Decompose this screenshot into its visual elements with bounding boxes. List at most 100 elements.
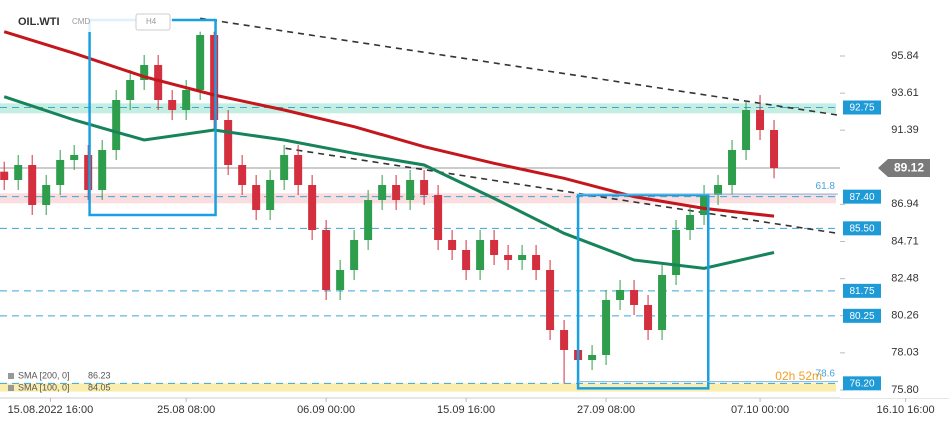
candle-body [658,275,667,330]
y-tick-label: 80.26 [891,310,919,322]
candle-body [196,35,205,90]
candle-body [546,270,555,330]
candle-body [322,230,331,290]
candle-body [602,300,611,355]
sma-line [3,95,775,270]
candle-body [168,100,177,110]
box-drawing [576,193,710,390]
candle-body [434,195,443,240]
interval[interactable]: H4 [146,17,157,26]
candle-body [42,185,51,205]
candle-body [252,185,261,210]
candle-body [14,165,23,180]
plot-area [0,17,840,392]
y-tick-label: 93.61 [891,87,919,99]
y-tick-label: 84.71 [891,235,919,247]
legend-value: 84.05 [88,382,111,392]
candle-body [364,200,373,240]
y-tick-label: 82.48 [891,273,919,285]
x-tick-label: 27.09 08:00 [577,404,635,416]
trendline [285,147,840,235]
level-label-bg [843,221,881,236]
candle-body [140,65,149,80]
candle-body [182,90,191,110]
x-tick-label: 15.09 16:00 [437,404,495,416]
candle-body [406,180,415,200]
candle-body [686,215,695,230]
header-bg [12,12,172,32]
legend-value: 86.23 [88,370,111,380]
candle-body [532,255,541,270]
candle-body [518,255,527,260]
candle-body [672,230,681,275]
candle-body [476,240,485,270]
candle-body [126,80,135,100]
legend-name: SMA [200, 0] [18,370,70,380]
countdown: 02h 52m [775,369,822,383]
legend-swatch [8,373,14,379]
candle-body [308,185,317,230]
level-label-bg [843,100,881,115]
candle-body [294,155,303,185]
candle-body [378,185,387,200]
x-tick-label: 15.08.2022 16:00 [8,404,94,416]
trendline [200,17,840,117]
x-tick-label: 25.08 08:00 [157,404,215,416]
candle-body [588,355,597,360]
level-label-bg [843,308,881,323]
candle-body [742,110,751,150]
symbol: OIL.WTI [18,16,60,28]
candle-body [70,155,79,160]
candle-body [462,250,471,270]
candle-body [770,130,779,168]
sma-line [3,30,775,218]
legend-swatch [8,385,14,391]
market: CMD [72,17,90,26]
candle-body [28,165,37,205]
candle-body [644,305,653,330]
y-tick-label: 78.03 [891,347,919,359]
candle-body [238,165,247,185]
candle-body [56,160,65,185]
y-tick-label: 75.80 [891,384,919,396]
fib-label: 78.6 [816,368,836,379]
candle-body [448,240,457,250]
legend-name: SMA [100, 0] [18,382,70,392]
candle-body [756,110,765,130]
level-zone [0,103,836,114]
candle-body [350,240,359,270]
current-price-bg [878,159,930,177]
level-label: 92.75 [849,103,874,114]
level-zone [0,193,836,204]
y-tick-label: 95.84 [891,50,919,62]
candle-body [84,155,93,190]
overlay: OIL.WTI CMD H4 02h 52m 61.8 78.6 SMA [200,… [8,12,835,392]
level-zone [0,383,836,392]
candle-body [616,290,625,300]
candle-body [392,185,401,200]
candle-body [490,240,499,255]
candle-body [728,150,737,185]
candle-body [336,270,345,290]
candle-body [112,100,121,150]
candle-body [0,171,9,180]
level-label-bg [843,283,881,298]
candle-body [700,195,709,215]
x-tick-label: 07.10 00:00 [731,404,789,416]
level-label: 87.40 [849,192,874,203]
current-price-label: 89.12 [894,161,924,175]
candle-body [154,65,163,100]
candle-body [714,185,723,195]
fib-label: 61.8 [816,181,836,192]
candle-body [210,35,219,120]
level-label-bg [843,189,881,204]
interval-box[interactable] [135,13,171,31]
x-tick-label: 06.09 00:00 [297,404,355,416]
candle-body [560,330,569,350]
candle-body [224,120,233,165]
level-label: 85.50 [849,223,874,234]
level-label-bg [843,376,881,391]
candle-body [630,290,639,305]
